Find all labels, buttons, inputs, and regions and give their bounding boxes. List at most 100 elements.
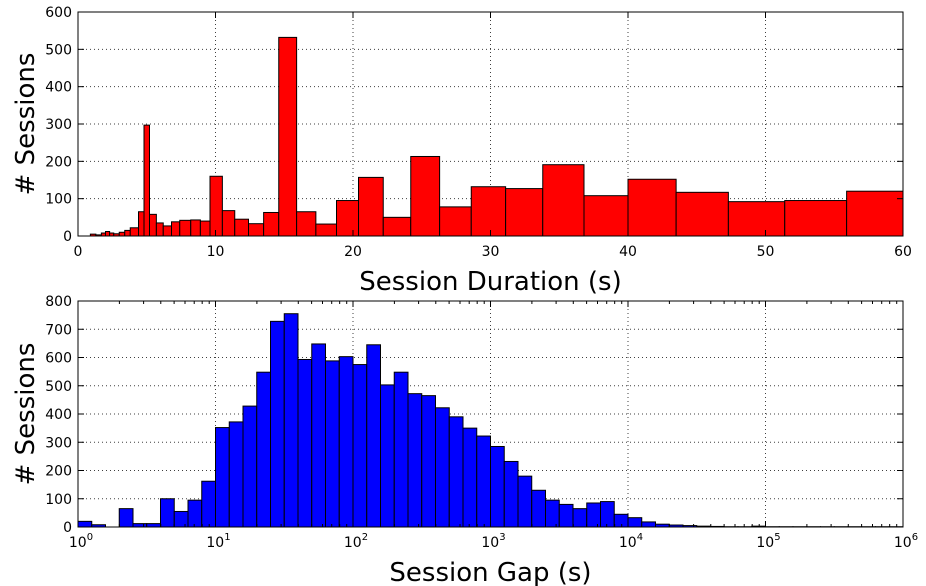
duration-xtick-label: 20 [344, 244, 362, 260]
gap-xtick-label: 105 [756, 532, 780, 551]
duration-bar [439, 206, 472, 237]
duration-bar [846, 190, 904, 237]
duration-bar [315, 223, 337, 237]
duration-xtick-label: 10 [207, 244, 225, 260]
duration-bar [162, 225, 172, 237]
duration-bar [118, 231, 126, 237]
gap-bar [187, 499, 203, 528]
gap-bar [256, 371, 272, 528]
gap-bar [325, 360, 340, 528]
gap-ytick-label: 100 [45, 492, 72, 508]
gap-bar [627, 517, 643, 528]
gap-xtick-label: 100 [69, 532, 93, 551]
gap-xtick-label: 102 [344, 532, 368, 551]
gap-bar [476, 435, 491, 528]
gap-bar [311, 343, 327, 528]
duration-bar [410, 155, 441, 237]
gap-ytick-label: 300 [45, 435, 72, 451]
duration-bar [784, 200, 848, 237]
gap-bar [613, 513, 629, 528]
gap-bar [132, 523, 148, 528]
gap-bar [242, 405, 258, 528]
gap-ytick-label: 500 [45, 379, 72, 395]
duration-bar [221, 210, 236, 237]
duration-bar [129, 227, 139, 237]
gap-bars [77, 313, 904, 528]
gap-bar [380, 384, 395, 528]
duration-bar [155, 222, 164, 237]
duration-ytick-label: 300 [45, 117, 72, 133]
gap-bar [448, 416, 464, 528]
duration-bar [234, 218, 249, 237]
gap-bar [503, 460, 519, 528]
duration-bar [627, 178, 677, 237]
gap-histogram: 100 101 102 103 104 105 1060100200300400500600… [11, 294, 918, 586]
duration-xtick-label: 40 [619, 244, 637, 260]
gap-bar [490, 445, 505, 528]
duration-bars [89, 36, 904, 237]
gap-bar [421, 395, 436, 528]
duration-ytick-label: 400 [45, 80, 72, 96]
duration-xtick-label: 60 [894, 244, 912, 260]
duration-bar [727, 201, 786, 237]
gap-bar [641, 521, 657, 528]
duration-bar [382, 216, 412, 237]
duration-bar [263, 211, 280, 237]
gap-bar [338, 356, 354, 528]
gap-xtick-label: 106 [894, 532, 918, 551]
duration-ytick-label: 600 [45, 5, 72, 21]
gap-ytick-label: 800 [45, 294, 72, 310]
gap-bar [572, 508, 588, 528]
gap-bar [173, 510, 189, 528]
gap-bar [517, 475, 533, 528]
duration-bar [583, 195, 629, 237]
duration-bar [296, 211, 317, 237]
duration-bar [358, 176, 384, 237]
duration-ytick-label: 0 [63, 229, 72, 245]
gap-bar [270, 320, 285, 528]
gap-bar [586, 502, 602, 528]
gap-bar [118, 508, 134, 528]
gap-bar [393, 371, 409, 528]
duration-xtick-label: 0 [74, 244, 83, 260]
duration-bar [190, 219, 201, 237]
duration-bar [171, 221, 181, 237]
gap-bar [352, 364, 368, 528]
duration-xtick-label: 30 [482, 244, 500, 260]
gap-bar [297, 358, 313, 528]
duration-ylabel: # Sessions [11, 53, 41, 196]
gap-bar [77, 520, 93, 528]
gap-bar [462, 427, 478, 528]
gap-bar [159, 498, 175, 528]
gap-ytick-label: 600 [45, 351, 72, 367]
gap-bar [531, 489, 547, 528]
duration-ytick-label: 100 [45, 192, 72, 208]
gap-bar [545, 499, 560, 528]
duration-bar [179, 219, 192, 237]
duration-bar [199, 220, 211, 237]
duration-bar [209, 175, 223, 237]
gap-bar [366, 344, 382, 528]
duration-bar [105, 231, 111, 237]
gap-ytick-label: 0 [63, 520, 72, 536]
gap-ytick-label: 200 [45, 464, 72, 480]
duration-bar [143, 124, 150, 237]
gap-xtick-label: 103 [481, 532, 505, 551]
gap-ylabel: # Sessions [11, 343, 41, 486]
gap-ytick-label: 400 [45, 407, 72, 423]
duration-bar [124, 229, 131, 237]
duration-xlabel: Session Duration (s) [359, 267, 622, 297]
duration-ytick-label: 200 [45, 154, 72, 170]
gap-bar [558, 503, 574, 528]
duration-bar [138, 211, 145, 237]
duration-bar [278, 36, 298, 237]
gap-xtick-label: 101 [206, 532, 230, 551]
duration-bar [248, 223, 265, 237]
gap-bar [215, 427, 230, 528]
gap-bar [283, 313, 299, 528]
gap-bar [228, 421, 244, 528]
duration-bar [336, 200, 359, 237]
